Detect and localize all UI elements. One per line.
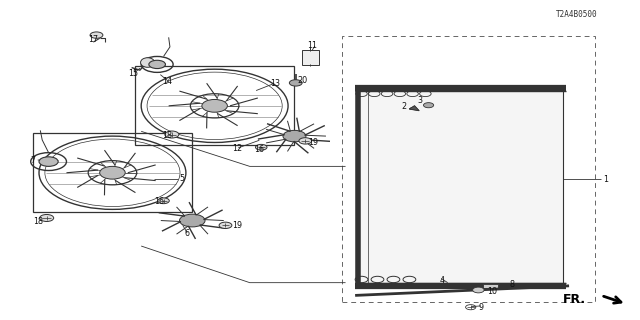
- Text: 18: 18: [162, 131, 172, 140]
- Text: 18: 18: [33, 217, 43, 226]
- FancyBboxPatch shape: [483, 284, 497, 288]
- Text: 20: 20: [297, 76, 307, 85]
- Text: 13: 13: [270, 79, 280, 88]
- Text: 6: 6: [185, 229, 189, 238]
- Circle shape: [219, 222, 232, 228]
- Circle shape: [90, 32, 103, 38]
- FancyBboxPatch shape: [358, 87, 563, 287]
- Text: 14: 14: [162, 77, 172, 86]
- Polygon shape: [410, 106, 419, 111]
- Circle shape: [149, 60, 166, 68]
- Text: 5: 5: [179, 174, 184, 183]
- Circle shape: [165, 131, 179, 138]
- Text: 9: 9: [478, 303, 483, 312]
- Text: 16: 16: [154, 197, 164, 206]
- Circle shape: [202, 100, 227, 112]
- Text: 8: 8: [509, 280, 514, 289]
- Circle shape: [255, 144, 267, 150]
- Circle shape: [289, 80, 302, 86]
- Text: 4: 4: [440, 276, 445, 285]
- Circle shape: [39, 157, 58, 166]
- Text: 2: 2: [402, 102, 407, 111]
- Text: 12: 12: [232, 144, 242, 153]
- Circle shape: [283, 130, 306, 142]
- Text: 10: 10: [488, 287, 497, 296]
- Text: 16: 16: [253, 145, 264, 154]
- Text: 15: 15: [129, 68, 139, 77]
- Text: 19: 19: [308, 138, 319, 147]
- Text: T2A4B0500: T2A4B0500: [556, 10, 598, 19]
- Text: 7: 7: [30, 156, 35, 164]
- Circle shape: [179, 214, 205, 227]
- FancyBboxPatch shape: [302, 50, 319, 65]
- Circle shape: [424, 103, 434, 108]
- Circle shape: [472, 287, 484, 293]
- Circle shape: [158, 198, 170, 204]
- Circle shape: [100, 166, 125, 179]
- Circle shape: [40, 214, 54, 221]
- Ellipse shape: [141, 58, 155, 67]
- Text: 11: 11: [307, 41, 317, 50]
- Text: 1: 1: [604, 175, 609, 184]
- Text: 17: 17: [88, 35, 99, 44]
- Text: 19: 19: [232, 221, 242, 230]
- Text: FR.: FR.: [563, 293, 586, 306]
- Circle shape: [299, 138, 312, 144]
- Text: 3: 3: [417, 96, 422, 105]
